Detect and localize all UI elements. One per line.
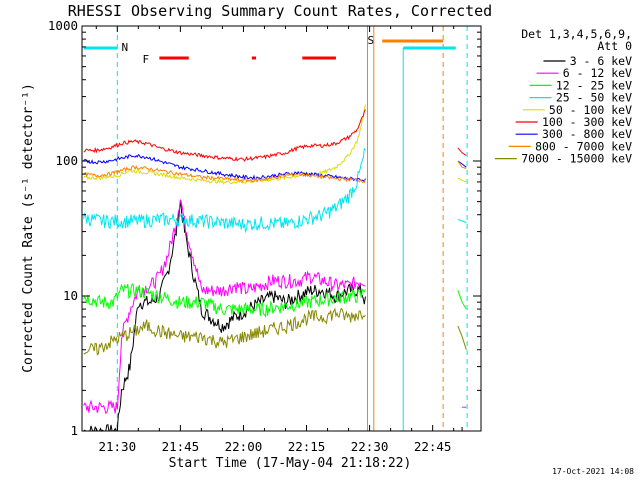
legend-label-4: 25 - 50 keV: [556, 91, 632, 105]
generation-timestamp: 17-Oct-2021 14:08: [552, 467, 634, 476]
legend-label-1: 3 - 6 keV: [570, 54, 632, 68]
x-tick-label-6: 22:45: [414, 439, 452, 454]
x-tick-label-5: 22:30: [351, 439, 389, 454]
y-axis: 1 10 100 1000: [48, 18, 481, 438]
x-tick-label-4: 22:15: [288, 439, 326, 454]
legend-label-9: 7000 - 15000 keV: [521, 152, 632, 166]
y-tick-label-4: 1000: [48, 18, 78, 33]
series-line-3: [83, 283, 366, 318]
x-axis-label: Start Time (17-May-04 21:18:22): [169, 456, 412, 471]
series-line-8: [83, 165, 366, 183]
series-line-4: [83, 147, 366, 234]
saa-flag-label: S: [367, 34, 374, 47]
chart-title: RHESSI Observing Summary Count Rates, Co…: [68, 2, 492, 20]
y-tick-label-1: 1: [70, 423, 78, 438]
legend-label-8: 800 - 7000 keV: [535, 139, 632, 153]
plot-frame: [81, 25, 482, 432]
series-after-9: [457, 325, 467, 350]
series-line-6: [83, 109, 366, 162]
x-tick-label-1: 21:30: [98, 439, 136, 454]
series-after-8: [457, 160, 467, 169]
legend-label-2: 6 - 12 keV: [563, 66, 632, 80]
y-tick-label-3: 100: [55, 153, 78, 168]
series-line-1: [83, 200, 366, 432]
legend-label-5: 50 - 100 keV: [549, 103, 632, 117]
y-axis-label: Corrected Count Rate (s⁻¹ detector⁻¹): [21, 83, 36, 373]
legend-label-7: 300 - 800 keV: [542, 127, 632, 141]
legend-header-line-1: Det 1,3,4,5,6,9,: [521, 27, 632, 41]
x-axis: 21:30 21:45 22:00 22:15 22:30 22:45: [95, 26, 455, 454]
legend-header-line-2: Att 0: [597, 39, 632, 53]
series-after-5: [457, 177, 467, 183]
series-line-7: [83, 153, 366, 183]
night-flag-label: N: [122, 41, 129, 54]
series-after-4: [457, 218, 467, 224]
series-after-6: [457, 147, 467, 156]
series-after-7: [457, 160, 467, 168]
y-tick-label-2: 10: [63, 288, 78, 303]
legend-label-3: 12 - 25 keV: [556, 78, 632, 92]
x-tick-label-2: 21:45: [162, 439, 200, 454]
x-tick-label-3: 22:00: [225, 439, 263, 454]
legend-label-6: 100 - 300 keV: [542, 115, 632, 129]
plot-marks: N F S: [83, 26, 468, 432]
flare-flag-label: F: [143, 53, 150, 66]
series-after-3: [457, 290, 467, 310]
series-line-9: [83, 307, 366, 356]
series-line-2: [83, 199, 366, 415]
